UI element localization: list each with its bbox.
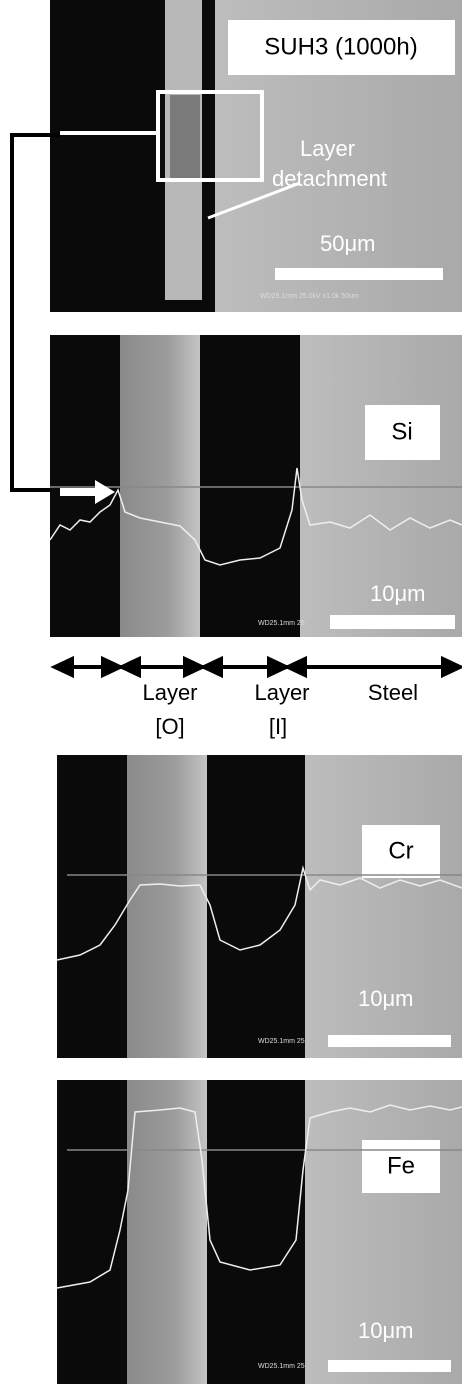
scale-bar (330, 615, 455, 629)
panel-label: SUH3 (1000h) (264, 33, 417, 60)
panel-label: Fe (387, 1152, 415, 1179)
scale-label: 10μm (358, 986, 413, 1011)
page: SUH3 (1000h) Layer detachment 50μm WD25.… (0, 0, 462, 1384)
scale-bar (275, 268, 443, 280)
sem-panel-fe: Fe 10μm WD25.1mm 25 (57, 1080, 462, 1384)
scale-label: 50μm (320, 231, 375, 256)
zone-label: Steel (368, 680, 418, 705)
scale-label: 10μm (358, 1318, 413, 1343)
sem-panel-si: Si 10μm WD25.1mm 25 (50, 335, 462, 637)
scale-bar (328, 1035, 451, 1047)
layer-region (170, 95, 200, 180)
annotation: Layer (300, 136, 355, 161)
footer: WD25.1mm 25 (258, 1363, 305, 1370)
zone-label: Layer (254, 680, 309, 705)
layer-o (120, 335, 200, 637)
footer: WD25.1mm 25 (258, 620, 305, 627)
sem-panel-overview: SUH3 (1000h) Layer detachment 50μm WD25.… (50, 0, 462, 312)
zone-label: [O] (155, 714, 184, 739)
panel-label: Si (391, 418, 412, 445)
steel (305, 755, 462, 1058)
layer-o (127, 755, 207, 1058)
zone-label: Layer (142, 680, 197, 705)
zone-label: [I] (269, 714, 287, 739)
footer: WD25.1mm 25.0kV x1.0k 50um (260, 293, 359, 300)
layer-o (127, 1080, 207, 1384)
sem-panel-cr: Cr 10μm WD25.1mm 25 (57, 755, 462, 1058)
figure: SUH3 (1000h) Layer detachment 50μm WD25.… (0, 0, 462, 1384)
scale-label: 10μm (370, 581, 425, 606)
panel-label: Cr (388, 837, 413, 864)
scale-bar (328, 1360, 451, 1372)
zone-arrows (55, 659, 460, 675)
footer: WD25.1mm 25 (258, 1038, 305, 1045)
